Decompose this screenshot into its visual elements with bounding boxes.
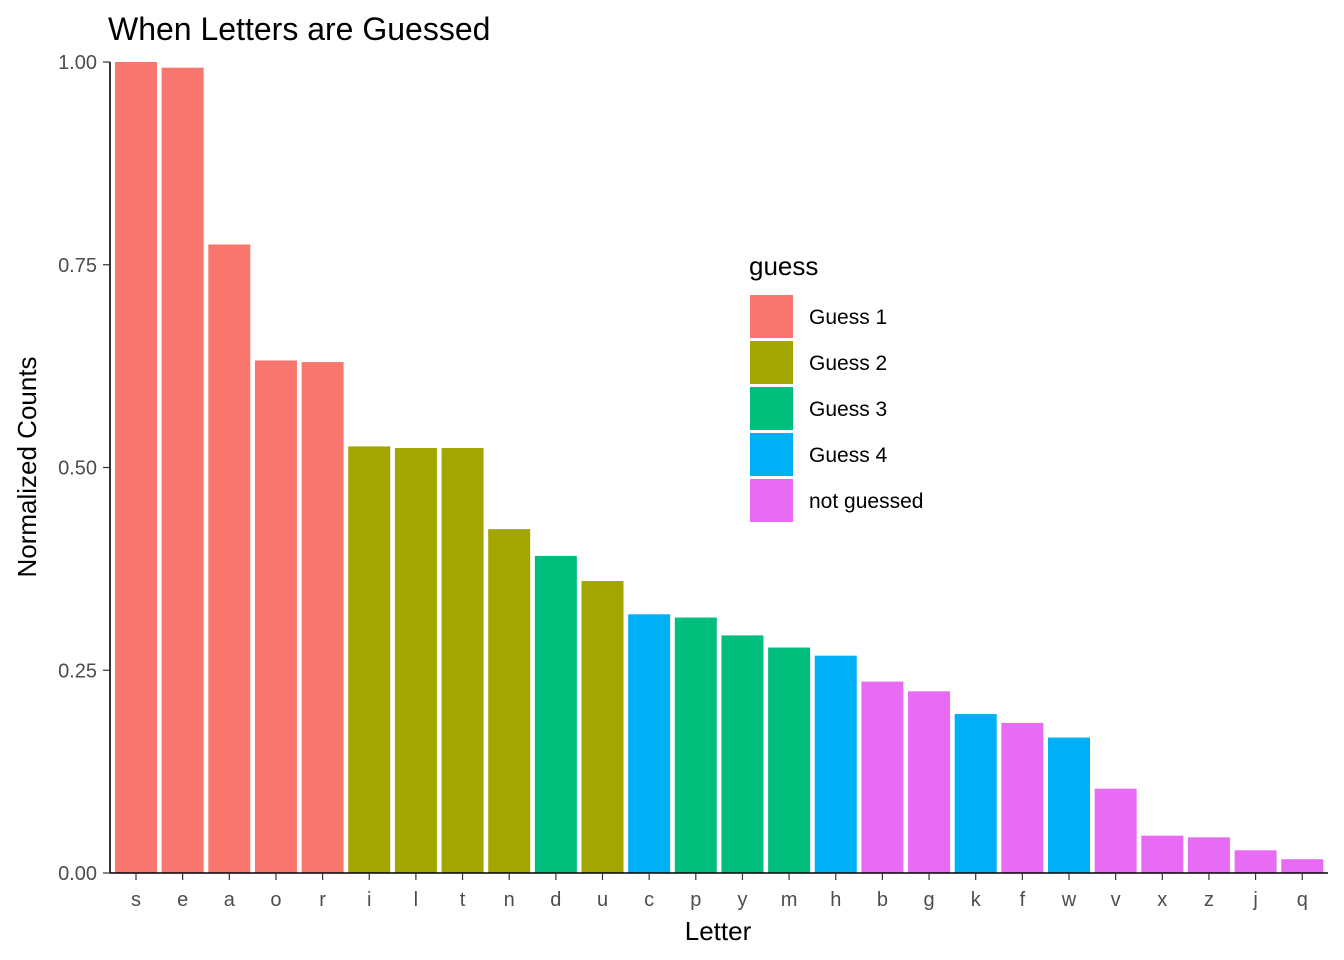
bar-e	[161, 67, 204, 874]
x-tick-label: q	[1297, 889, 1308, 911]
bar-u	[581, 581, 624, 873]
x-tick-label: l	[414, 889, 418, 911]
y-tick-label: 0.50	[58, 458, 97, 480]
legend-label: Guess 1	[809, 306, 887, 329]
x-tick-label: a	[224, 889, 236, 911]
bar-i	[348, 446, 391, 873]
x-tick-label: s	[131, 889, 141, 911]
bar-b	[861, 681, 904, 873]
x-tick-label: i	[367, 889, 371, 911]
bar-s	[115, 62, 157, 873]
x-tick-label: w	[1061, 889, 1077, 911]
y-tick-label: 0.00	[58, 863, 97, 885]
legend-swatch	[750, 479, 793, 522]
x-tick-label: r	[319, 889, 326, 911]
x-tick-label: n	[504, 889, 515, 911]
bar-m	[768, 647, 811, 873]
x-tick-label: b	[877, 889, 888, 911]
bar-o	[254, 360, 297, 873]
legend-label: Guess 3	[809, 398, 887, 421]
legend-swatch	[750, 341, 793, 384]
bar-r	[301, 362, 344, 873]
legend-swatch	[750, 387, 793, 430]
x-tick-label: d	[550, 889, 561, 911]
bar-f	[1001, 722, 1044, 873]
legend-swatch	[750, 295, 793, 338]
x-tick-label: k	[971, 889, 982, 911]
bar-n	[488, 529, 531, 873]
bar-v	[1094, 788, 1137, 873]
x-tick-label: x	[1157, 889, 1167, 911]
bar-z	[1187, 837, 1230, 873]
y-axis-ticks: 0.00 0.25 0.50 0.75 1.00	[58, 52, 110, 885]
x-tick-label: m	[781, 889, 798, 911]
x-tick-label: p	[690, 889, 701, 911]
bar-t	[441, 448, 484, 873]
x-tick-label: z	[1204, 889, 1214, 911]
bar-j	[1234, 850, 1277, 873]
x-tick-label: f	[1020, 889, 1026, 911]
legend-swatch	[750, 433, 793, 476]
y-tick-label: 1.00	[58, 52, 97, 74]
bar-h	[814, 655, 857, 873]
x-tick-label: h	[830, 889, 841, 911]
chart-title: When Letters are Guessed	[108, 11, 490, 47]
legend: guess Guess 1 Guess 2 Guess 3 Guess 4 not gu…	[749, 251, 923, 522]
bar-k	[954, 714, 997, 873]
x-tick-label: g	[923, 889, 934, 911]
x-tick-label: u	[597, 889, 608, 911]
bar-a	[208, 244, 251, 874]
y-axis-title: Normalized Counts	[12, 356, 42, 577]
bar-c	[628, 614, 671, 873]
bar-p	[674, 617, 717, 873]
x-tick-label: y	[737, 889, 747, 911]
y-tick-label: 0.75	[58, 255, 97, 277]
x-tick-label: j	[1252, 889, 1257, 911]
x-tick-label: t	[460, 889, 466, 911]
plot-area	[115, 62, 1324, 874]
bar-d	[534, 555, 577, 873]
bar-l	[394, 448, 437, 873]
x-axis-title: Letter	[685, 916, 752, 946]
legend-label: not guessed	[809, 490, 923, 513]
legend-label: Guess 4	[809, 444, 888, 467]
bar-w	[1048, 737, 1090, 873]
bar-g	[908, 691, 951, 873]
bar-x	[1141, 835, 1184, 873]
x-tick-label: o	[270, 889, 281, 911]
x-tick-label: e	[177, 889, 188, 911]
bar-y	[721, 635, 764, 873]
y-tick-label: 0.25	[58, 660, 97, 682]
bar-q	[1281, 859, 1324, 873]
x-tick-label: c	[644, 889, 654, 911]
x-tick-label: v	[1111, 889, 1121, 911]
legend-title: guess	[749, 251, 818, 281]
legend-label: Guess 2	[809, 352, 887, 375]
